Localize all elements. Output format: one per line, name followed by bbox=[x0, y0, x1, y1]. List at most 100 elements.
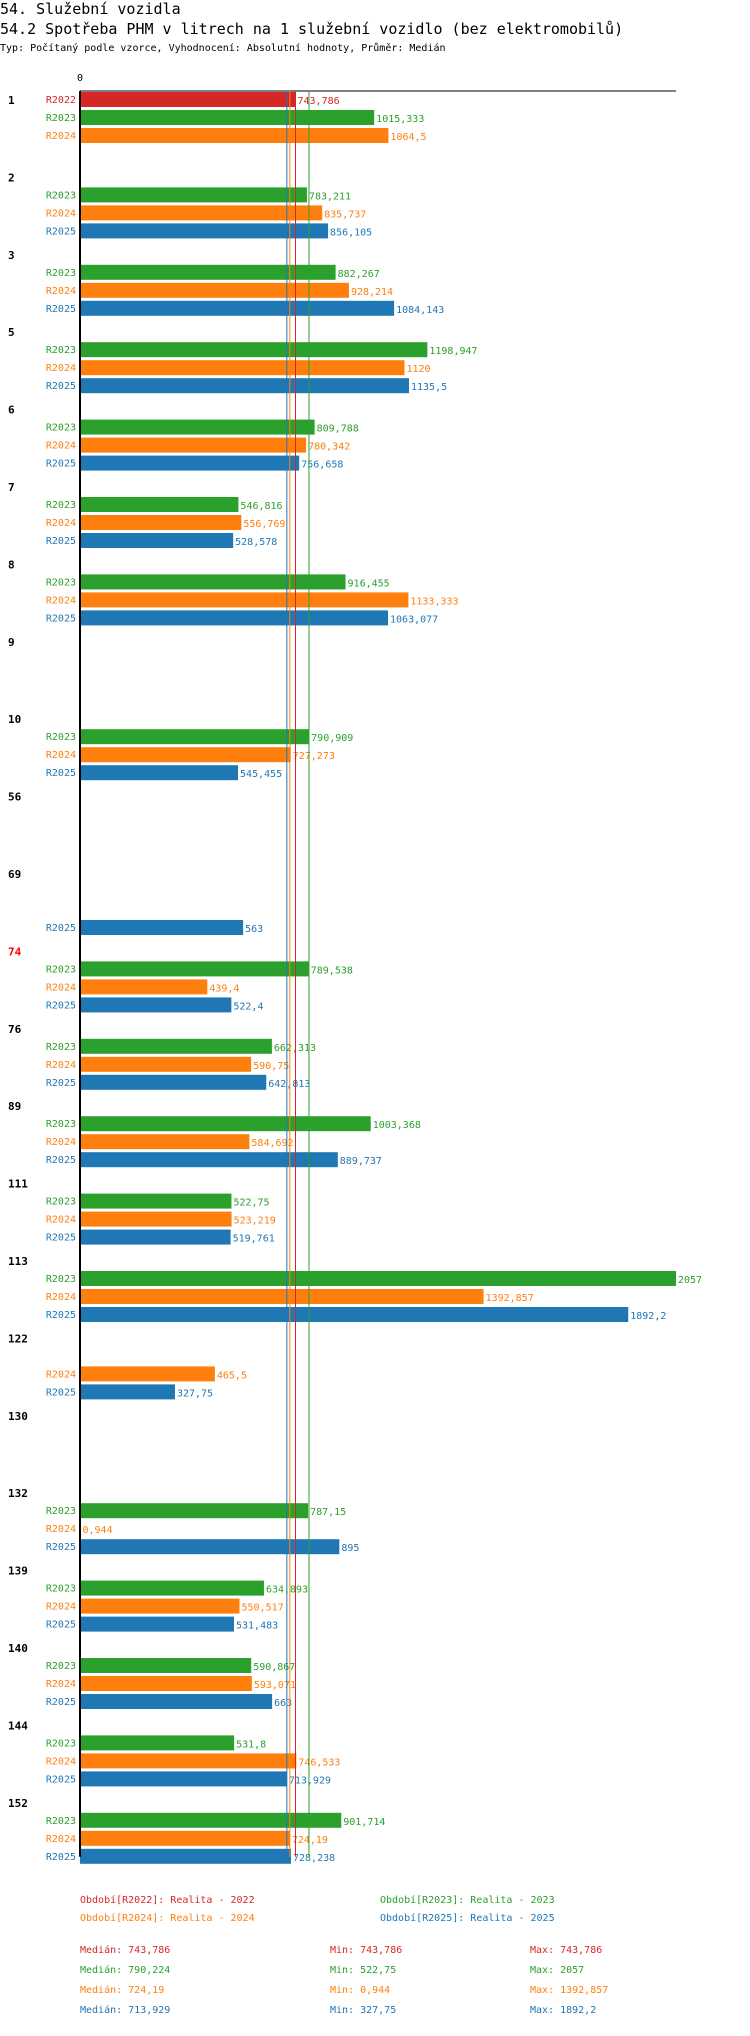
value-label: 809,788 bbox=[317, 424, 359, 435]
series-label: R2025 bbox=[46, 1542, 76, 1553]
series-label: R2025 bbox=[46, 1310, 76, 1321]
group-label-140: 140 bbox=[8, 1642, 28, 1655]
legend-period-R2023: Období[R2023]: Realita - 2023 bbox=[380, 1895, 555, 1906]
value-label: 889,737 bbox=[340, 1156, 382, 1167]
value-label: 545,455 bbox=[240, 769, 282, 780]
series-label: R2024 bbox=[46, 982, 76, 993]
value-label: 724,19 bbox=[292, 1835, 328, 1846]
bar-144-R2024 bbox=[80, 1753, 297, 1769]
group-label-144: 144 bbox=[8, 1719, 28, 1732]
series-label: R2023 bbox=[46, 964, 76, 975]
bar-152-R2024 bbox=[80, 1830, 290, 1846]
series-label: R2024 bbox=[46, 286, 76, 297]
series-label: R2023 bbox=[46, 500, 76, 511]
legend-max-R2025: Max: 1892,2 bbox=[530, 2005, 597, 2016]
series-label: R2024 bbox=[46, 750, 76, 761]
series-label: R2024 bbox=[46, 595, 76, 606]
bar-122-R2024 bbox=[80, 1366, 215, 1382]
bar-7-R2023 bbox=[80, 497, 239, 512]
bar-6-R2023 bbox=[80, 419, 315, 435]
bar-76-R2025 bbox=[80, 1074, 267, 1090]
value-label: 522,75 bbox=[233, 1198, 269, 1209]
value-label: 746,533 bbox=[298, 1757, 340, 1768]
bar-140-R2024 bbox=[80, 1676, 252, 1691]
series-label: R2025 bbox=[46, 381, 76, 392]
series-label: R2023 bbox=[46, 1119, 76, 1130]
legend-period-R2025: Období[R2025]: Realita - 2025 bbox=[380, 1913, 555, 1924]
series-label: R2024 bbox=[46, 1524, 76, 1535]
value-label: 1084,143 bbox=[396, 305, 444, 316]
bar-74-R2025 bbox=[80, 997, 232, 1013]
legend-max-R2023: Max: 2057 bbox=[530, 1965, 585, 1976]
group-label-89: 89 bbox=[8, 1100, 21, 1113]
series-label: R2023 bbox=[46, 190, 76, 201]
series-label: R2024 bbox=[46, 1215, 76, 1226]
bar-111-R2025 bbox=[80, 1229, 231, 1245]
legend-min-R2025: Min: 327,75 bbox=[330, 2005, 397, 2016]
series-label: R2024 bbox=[46, 363, 76, 374]
value-label: 593,071 bbox=[254, 1680, 296, 1691]
series-label: R2023 bbox=[46, 1274, 76, 1285]
series-label: R2024 bbox=[46, 1292, 76, 1303]
series-label: R2025 bbox=[46, 226, 76, 237]
value-label: 1392,857 bbox=[486, 1293, 534, 1304]
value-label: 789,538 bbox=[311, 965, 353, 976]
chart-section-title: 54. Služební vozidla bbox=[0, 0, 181, 18]
group-label-10: 10 bbox=[8, 713, 21, 726]
series-label: R2025 bbox=[46, 1000, 76, 1011]
series-label: R2025 bbox=[46, 1697, 76, 1708]
legend-min-R2024: Min: 0,944 bbox=[330, 1985, 391, 1996]
bar-144-R2023 bbox=[80, 1735, 235, 1751]
value-label: 1133,333 bbox=[410, 596, 458, 607]
bar-74-R2024 bbox=[80, 979, 208, 995]
bar-2-R2025 bbox=[80, 223, 329, 239]
bar-113-R2025 bbox=[80, 1307, 629, 1322]
bar-1-R2022 bbox=[80, 92, 296, 107]
group-label-2: 2 bbox=[8, 171, 15, 184]
series-label: R2025 bbox=[46, 923, 76, 934]
series-label: R2023 bbox=[46, 732, 76, 743]
bar-113-R2024 bbox=[80, 1289, 484, 1304]
series-label: R2025 bbox=[46, 1155, 76, 1166]
bar-152-R2025 bbox=[80, 1848, 292, 1864]
series-label: R2025 bbox=[46, 1233, 76, 1244]
group-label-122: 122 bbox=[8, 1332, 28, 1345]
value-label: 528,578 bbox=[235, 537, 277, 548]
value-label: 439,4 bbox=[209, 983, 239, 994]
bar-10-R2024 bbox=[80, 747, 291, 763]
bar-6-R2025 bbox=[80, 455, 300, 471]
group-label-9: 9 bbox=[8, 636, 15, 649]
bar-2-R2024 bbox=[80, 205, 323, 221]
bar-5-R2025 bbox=[80, 378, 410, 394]
bar-140-R2025 bbox=[80, 1694, 273, 1709]
legend-period-R2024: Období[R2024]: Realita - 2024 bbox=[80, 1913, 255, 1924]
value-label: 756,658 bbox=[301, 460, 343, 471]
value-label: 1063,077 bbox=[390, 614, 438, 625]
series-label: R2023 bbox=[46, 1738, 76, 1749]
series-label: R2023 bbox=[46, 577, 76, 588]
bar-139-R2023 bbox=[80, 1580, 264, 1596]
bar-10-R2025 bbox=[80, 765, 239, 781]
group-label-56: 56 bbox=[8, 791, 22, 804]
series-label: R2025 bbox=[46, 1387, 76, 1398]
value-label: 590,75 bbox=[253, 1061, 289, 1072]
series-label: R2023 bbox=[46, 1042, 76, 1053]
bar-6-R2024 bbox=[80, 437, 307, 453]
bar-10-R2023 bbox=[80, 729, 310, 745]
group-label-76: 76 bbox=[8, 1023, 22, 1036]
value-label: 531,8 bbox=[236, 1739, 266, 1750]
bar-76-R2023 bbox=[80, 1038, 272, 1054]
series-label: R2023 bbox=[46, 423, 76, 434]
value-label: 663 bbox=[274, 1698, 292, 1709]
value-label: 727,273 bbox=[293, 751, 335, 762]
value-label: 895 bbox=[341, 1543, 359, 1554]
value-label: 522,4 bbox=[233, 1001, 263, 1012]
group-label-111: 111 bbox=[8, 1178, 28, 1191]
value-label: 550,517 bbox=[242, 1603, 284, 1614]
value-label: 856,105 bbox=[330, 227, 372, 238]
value-label: 1892,2 bbox=[630, 1311, 666, 1322]
group-label-113: 113 bbox=[8, 1255, 28, 1268]
bar-7-R2024 bbox=[80, 515, 242, 530]
legend-min-R2023: Min: 522,75 bbox=[330, 1965, 397, 1976]
legend-max-R2024: Max: 1392,857 bbox=[530, 1985, 609, 1996]
